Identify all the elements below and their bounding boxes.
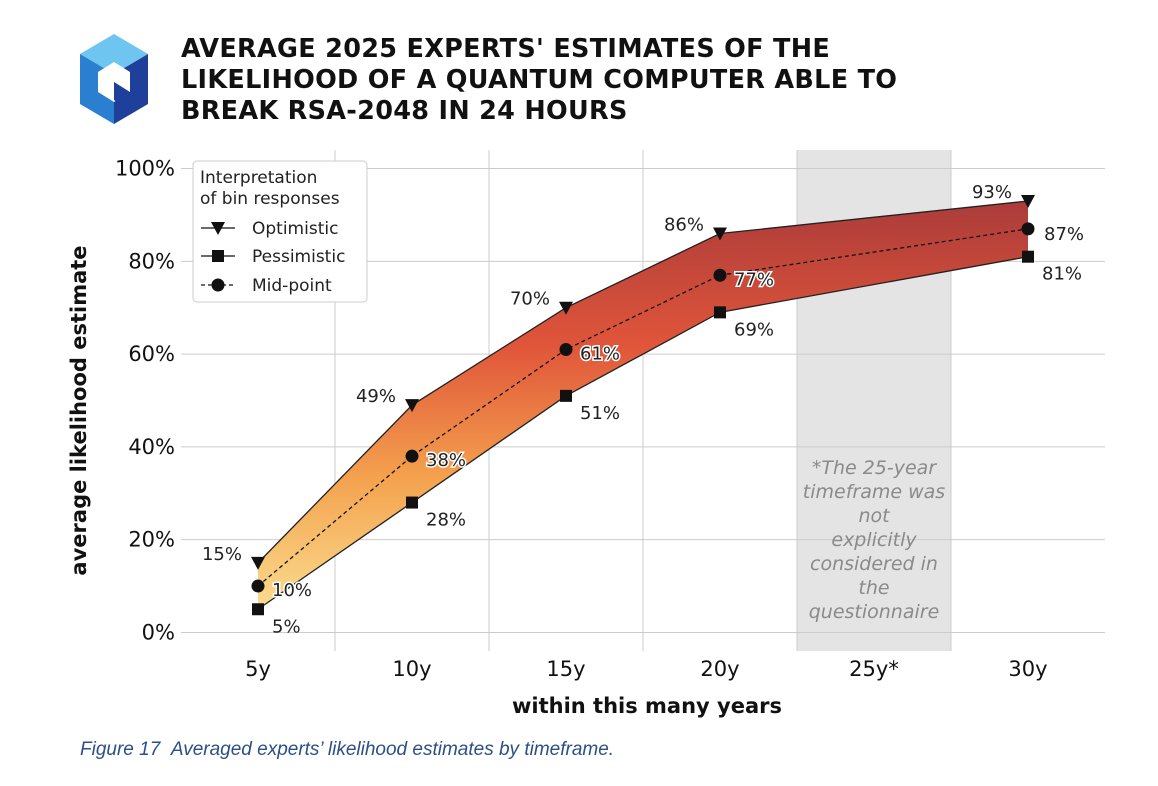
annotation-line-1: timeframe was [803, 481, 945, 503]
caption-text: Averaged experts’ likelihood estimates b… [170, 739, 615, 760]
y-tick-label-4: 80% [128, 249, 175, 273]
optimistic-label-15y: 70% [510, 289, 550, 310]
title-line-1: AVERAGE 2025 EXPERTS' ESTIMATES OF THE [181, 34, 831, 64]
pessimistic-point-5y [252, 603, 264, 616]
midpoint-point-15y [559, 342, 573, 356]
chart-title: AVERAGE 2025 EXPERTS' ESTIMATES OF THE L… [181, 34, 1081, 127]
pessimistic-label-5y: 5% [272, 616, 301, 637]
legend-label-2: Mid-point [252, 276, 332, 296]
optimistic-label-20y: 86% [664, 215, 704, 236]
optimistic-label-5y: 15% [202, 544, 242, 565]
title-line-2: LIKELIHOOD OF A QUANTUM COMPUTER ABLE TO [181, 65, 898, 95]
optimistic-point-20y [713, 227, 727, 241]
legend-label-0: Optimistic [252, 219, 338, 239]
legend-marker-2 [211, 278, 225, 292]
x-tick-label-0: 5y [245, 657, 271, 681]
optimistic-point-30y [1021, 195, 1035, 209]
optimistic-label-30y: 93% [972, 182, 1012, 203]
likelihood-chart: 15% 49% 70% 86% 93% 5% 28% 51% 69% 81% 10% 38% 61% 77… [67, 150, 1105, 718]
midpoint-point-10y [405, 449, 419, 463]
pessimistic-point-20y [714, 306, 726, 319]
midpoint-label-10y: 38% [426, 450, 466, 471]
optimistic-point-5y [251, 556, 265, 570]
x-tick-label-2: 15y [546, 657, 585, 681]
x-tick-label-5: 30y [1008, 657, 1047, 681]
x-tick-label-4: 25y* [849, 657, 899, 681]
y-axis-label: average likelihood estimate [67, 245, 91, 575]
legend-title-line-0: Interpretation [200, 168, 317, 188]
pessimistic-label-10y: 28% [426, 510, 466, 531]
pessimistic-label-30y: 81% [1042, 264, 1082, 285]
midpoint-point-20y [713, 268, 727, 282]
annotation-line-6: questionnaire [809, 601, 940, 623]
annotation-line-4: considered in [810, 553, 938, 575]
figure-label: Figure 17 [80, 739, 161, 760]
annotation-line-2: not [858, 505, 891, 527]
x-tick-label-3: 20y [700, 657, 739, 681]
midpoint-label-15y: 61% [580, 343, 620, 364]
pessimistic-point-15y [560, 389, 572, 402]
pessimistic-point-10y [406, 496, 418, 509]
pessimistic-label-15y: 51% [580, 403, 620, 424]
figure-caption: Figure 17 Averaged experts’ likelihood e… [80, 739, 614, 761]
quantum-cube-logo-icon [80, 34, 148, 124]
annotation-line-5: the [858, 577, 889, 599]
legend-marker-0 [211, 222, 225, 235]
midpoint-label-20y: 77% [734, 269, 774, 290]
optimistic-point-15y [559, 301, 573, 315]
midpoint-label-5y: 10% [272, 580, 312, 601]
pessimistic-label-20y: 69% [734, 319, 774, 340]
legend-title-line-1: of bin responses [200, 189, 340, 209]
y-tick-label-2: 40% [128, 435, 175, 459]
y-tick-label-5: 100% [115, 157, 175, 181]
title-line-3: BREAK RSA-2048 IN 24 HOURS [181, 96, 628, 126]
midpoint-point-30y [1021, 222, 1035, 236]
legend-box [192, 160, 368, 303]
legend-marker-1 [212, 250, 224, 262]
y-tick-label-3: 60% [128, 342, 175, 366]
x-tick-label-1: 10y [392, 657, 431, 681]
optimistic-label-10y: 49% [356, 386, 396, 407]
midpoint-point-5y [251, 579, 265, 593]
annotation-line-3: explicitly [831, 529, 917, 551]
x-axis-label: within this many years [512, 694, 782, 718]
y-tick-label-0: 0% [142, 620, 175, 644]
pessimistic-point-30y [1022, 250, 1034, 263]
optimistic-point-10y [405, 399, 419, 413]
y-tick-label-1: 20% [128, 528, 175, 552]
midpoint-label-30y: 87% [1044, 224, 1084, 245]
annotation-line-0: *The 25-year [812, 457, 937, 479]
legend-label-1: Pessimistic [252, 247, 345, 267]
